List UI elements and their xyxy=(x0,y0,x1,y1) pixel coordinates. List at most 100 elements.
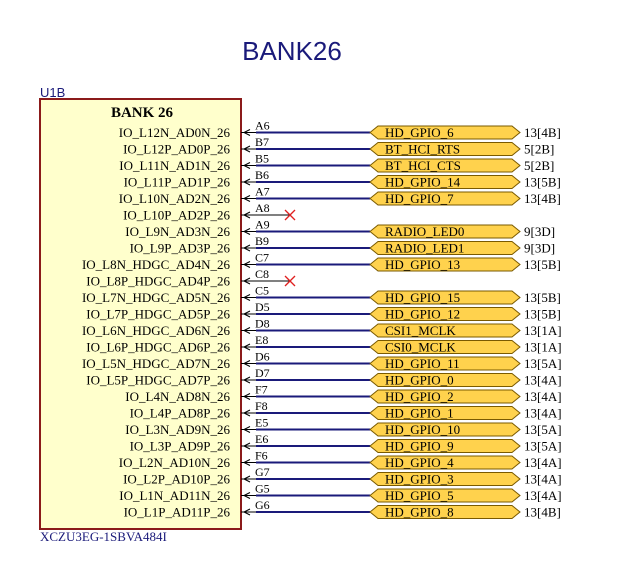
net-port xyxy=(369,505,521,519)
pin-ball: A8 xyxy=(255,201,270,215)
pin-io-arrow xyxy=(242,277,251,285)
pin-ball: C8 xyxy=(255,267,269,281)
net-port xyxy=(369,142,521,156)
pin-io-arrow xyxy=(242,178,251,186)
pin-io-arrow xyxy=(242,492,251,499)
component-body xyxy=(39,98,242,530)
net-label: HD_GPIO_0 xyxy=(385,373,454,388)
sheet-ref: 13[5A] xyxy=(524,356,562,371)
net-port xyxy=(369,290,521,305)
sheet-ref: 13[4B] xyxy=(524,505,561,520)
pin-name: IO_L11N_AD1N_26 xyxy=(119,158,230,173)
pin-io-arrow xyxy=(242,475,251,483)
net-port xyxy=(369,241,521,255)
net-port xyxy=(369,224,521,239)
sheet-ref: 13[1A] xyxy=(524,323,562,338)
net-port xyxy=(369,158,521,173)
pin-io-arrow xyxy=(242,426,251,433)
pin-name: IO_L5N_HDGC_AD7N_26 xyxy=(82,356,231,371)
net-label: HD_GPIO_11 xyxy=(385,356,460,371)
pin-name: IO_L9N_AD3N_26 xyxy=(125,224,230,239)
net-label: HD_GPIO_8 xyxy=(385,505,454,520)
pin-ball: F6 xyxy=(255,449,268,463)
pin-io-arrow xyxy=(242,310,251,318)
pin-ball: E6 xyxy=(255,432,268,446)
pin-name: IO_L3N_AD9N_26 xyxy=(125,422,230,437)
sheet-ref: 9[3D] xyxy=(524,241,555,256)
sheet-ref: 13[5B] xyxy=(524,175,561,190)
pin-name: IO_L3P_AD9P_26 xyxy=(130,439,231,454)
net-port xyxy=(369,389,521,404)
sheet-ref: 9[3D] xyxy=(524,224,555,239)
no-connect-mark xyxy=(284,209,296,221)
sheet-ref: 13[4A] xyxy=(524,373,562,388)
pin-name: IO_L12P_AD0P_26 xyxy=(123,142,230,157)
pin-io-arrow xyxy=(242,376,251,384)
pin-io-arrow xyxy=(242,360,251,367)
net-label: HD_GPIO_7 xyxy=(385,191,454,206)
net-port xyxy=(369,439,521,453)
pin-ball: E5 xyxy=(255,416,268,430)
pin-ball: A7 xyxy=(255,185,270,199)
pin-name: IO_L2N_AD10N_26 xyxy=(119,455,231,470)
pin-ball: G7 xyxy=(255,465,270,479)
pin-io-arrow xyxy=(242,162,251,169)
net-port xyxy=(369,323,521,338)
sheet-ref: 13[4A] xyxy=(524,406,562,421)
pin-io-arrow xyxy=(242,244,251,252)
sheet-ref: 5[2B] xyxy=(524,142,554,157)
net-label: HD_GPIO_14 xyxy=(385,175,461,190)
sheet-ref: 13[4A] xyxy=(524,488,562,503)
pin-io-arrow xyxy=(242,327,251,334)
pin-ball: B6 xyxy=(255,168,269,182)
pin-ball: D6 xyxy=(255,350,270,364)
pin-name: IO_L4N_AD8N_26 xyxy=(125,389,230,404)
net-label: BT_HCI_RTS xyxy=(385,142,460,157)
pin-name: IO_L5P_HDGC_AD7P_26 xyxy=(86,373,230,388)
pin-ball: A9 xyxy=(255,218,270,232)
pin-ball: A6 xyxy=(255,119,270,133)
sheet-ref: 13[5A] xyxy=(524,422,562,437)
pin-ball: D5 xyxy=(255,300,270,314)
pin-list: IO_L12N_AD0N_26 A6 HD_GPIO_6 13[4B] IO_L12P_… xyxy=(82,119,562,520)
pin-io-arrow xyxy=(242,228,251,235)
pin-ball: B5 xyxy=(255,152,269,166)
pin-name: IO_L7P_HDGC_AD5P_26 xyxy=(86,307,230,322)
pin-io-arrow xyxy=(242,459,251,466)
pin-ball: B7 xyxy=(255,135,269,149)
part-number: XCZU3EG-1SBVA484I xyxy=(40,529,167,544)
net-port xyxy=(369,307,521,321)
net-port xyxy=(369,422,521,437)
pin-ball: D8 xyxy=(255,317,270,331)
net-port xyxy=(369,257,521,272)
net-label: CSI1_MCLK xyxy=(385,323,456,338)
pin-name: IO_L4P_AD8P_26 xyxy=(130,406,231,421)
sheet-ref: 13[5B] xyxy=(524,307,561,322)
net-port xyxy=(369,356,521,371)
net-label: HD_GPIO_5 xyxy=(385,488,454,503)
net-label: HD_GPIO_13 xyxy=(385,257,460,272)
pin-ball: C7 xyxy=(255,251,269,265)
sheet-ref: 13[1A] xyxy=(524,340,562,355)
pin-io-arrow xyxy=(242,343,251,351)
pin-ball: F8 xyxy=(255,399,268,413)
net-port xyxy=(369,373,521,387)
net-label: HD_GPIO_6 xyxy=(385,125,454,140)
sheet-ref: 13[5A] xyxy=(524,439,562,454)
pin-name: IO_L7N_HDGC_AD5N_26 xyxy=(82,290,231,305)
net-label: HD_GPIO_3 xyxy=(385,472,454,487)
net-port xyxy=(369,455,521,470)
net-label: HD_GPIO_10 xyxy=(385,422,460,437)
component-designator: U1B xyxy=(40,85,65,100)
pin-name: IO_L12N_AD0N_26 xyxy=(119,125,231,140)
pin-ball: G5 xyxy=(255,482,270,496)
pin-name: IO_L10P_AD2P_26 xyxy=(123,208,230,223)
net-label: HD_GPIO_15 xyxy=(385,290,460,305)
sheet-ref: 13[4A] xyxy=(524,455,562,470)
pin-io-arrow xyxy=(242,129,251,136)
pin-io-arrow xyxy=(242,508,251,516)
net-port xyxy=(369,191,521,206)
net-label: RADIO_LED1 xyxy=(385,241,464,256)
pin-io-arrow xyxy=(242,145,251,153)
sheet-ref: 5[2B] xyxy=(524,158,554,173)
